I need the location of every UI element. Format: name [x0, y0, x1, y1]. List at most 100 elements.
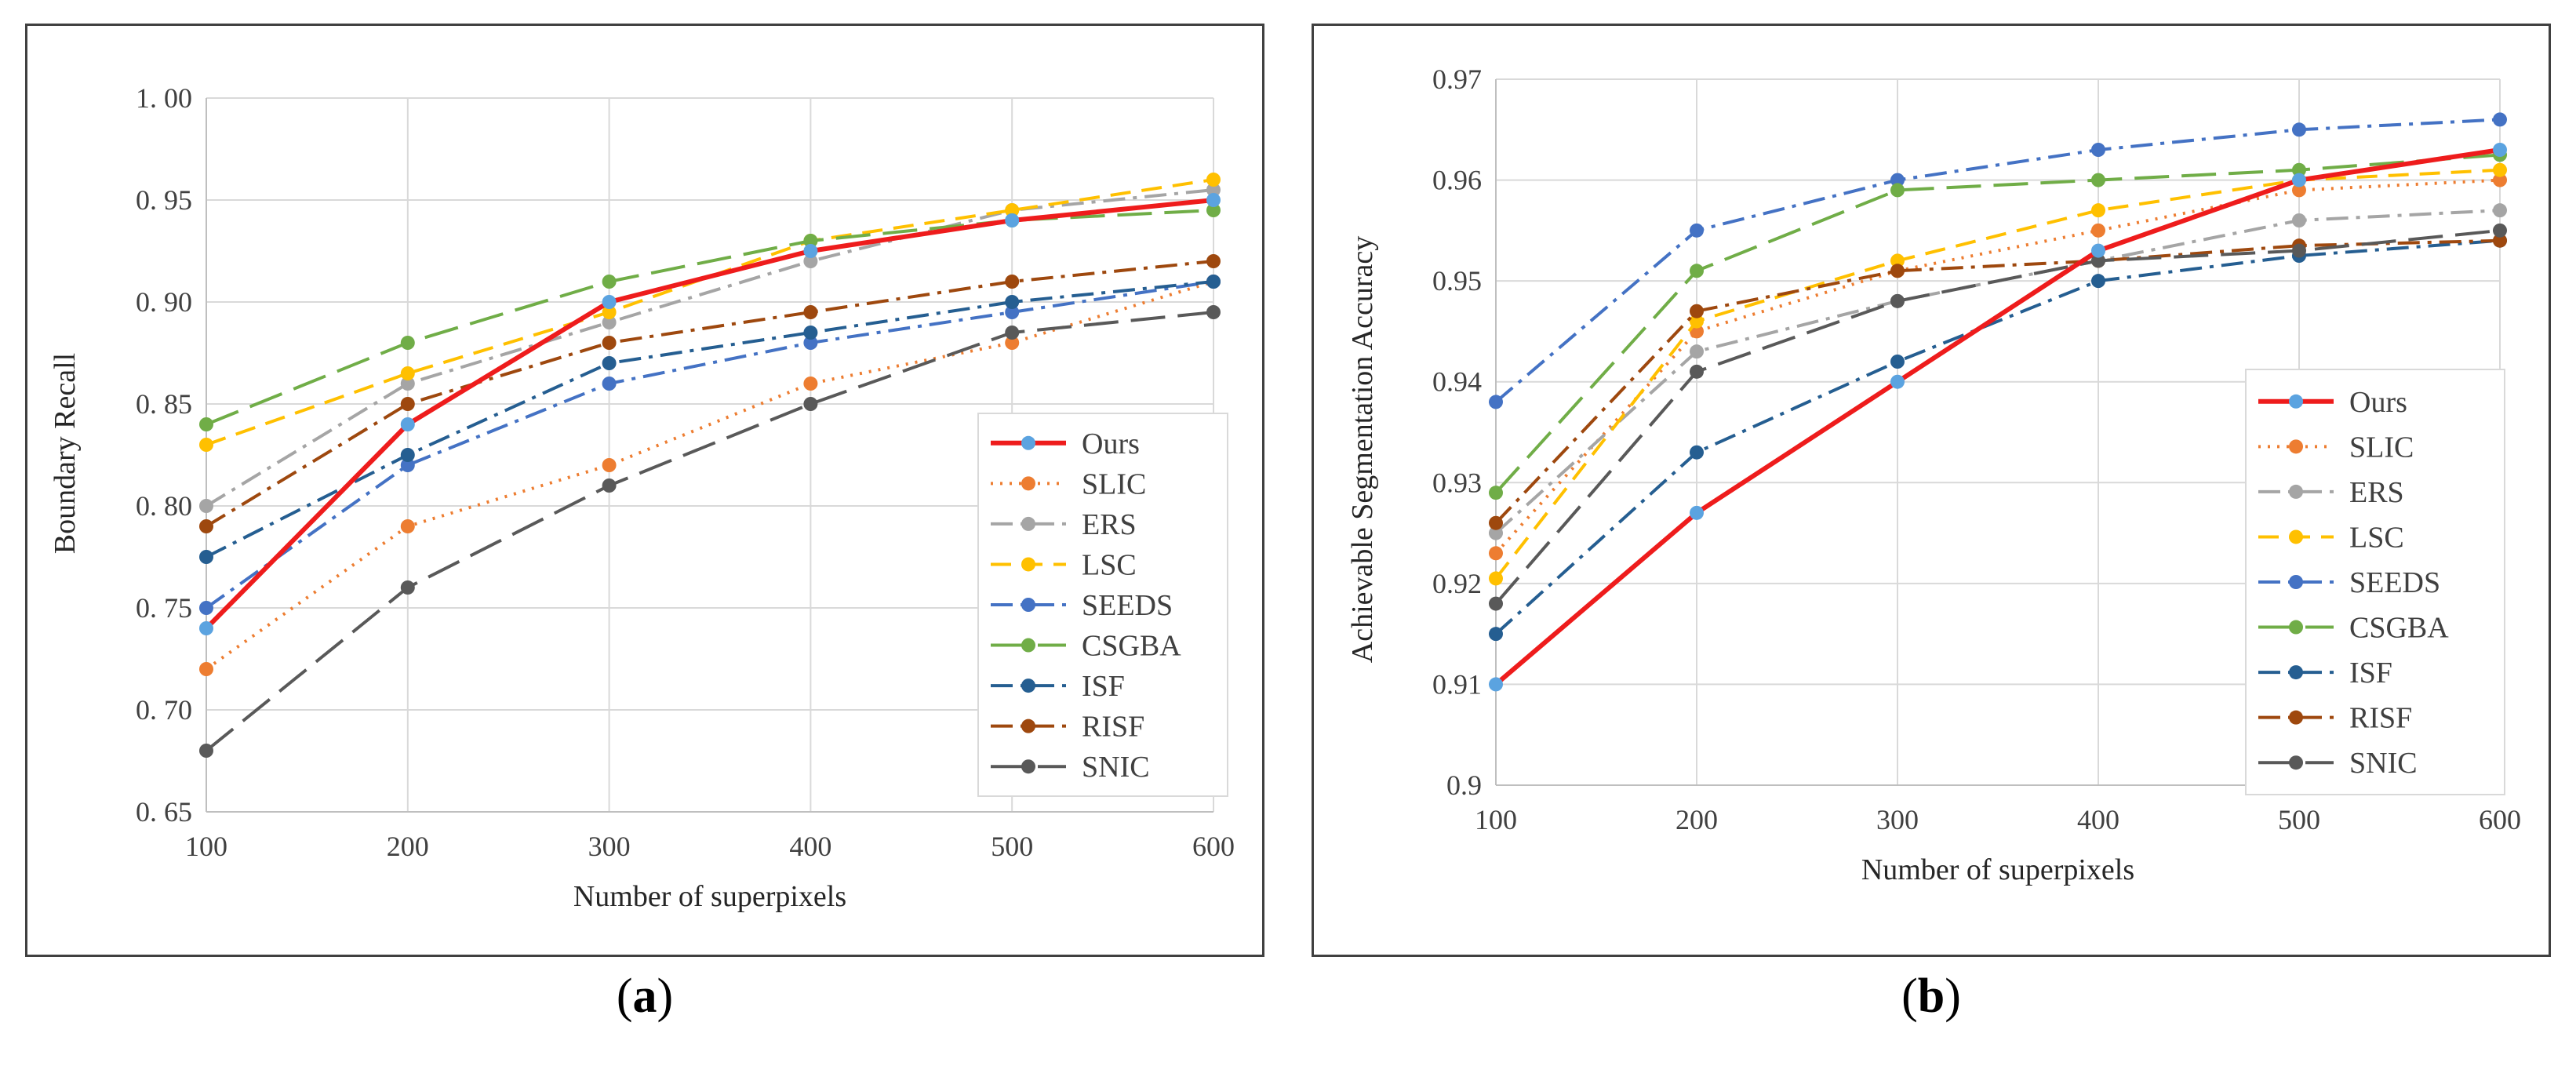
data-point-slic-b-3: [2091, 223, 2105, 238]
legend-marker-lsc-b: [2289, 529, 2303, 544]
x-tick-label-b-2: 300: [1876, 804, 1919, 835]
legend-a: Ours SLIC ERS LSC SEEDS CSGBA ISF RISF SNIC: [977, 413, 1228, 797]
data-point-risf-b-0: [1489, 515, 1503, 530]
x-axis-title-a: Number of superpixels: [573, 880, 846, 913]
data-point-seeds-a-3: [803, 336, 818, 350]
y-tick-label-b-2: 0.92: [1432, 568, 1482, 599]
caption-a: (a): [616, 970, 674, 1023]
data-point-risf-a-5: [1206, 254, 1221, 268]
legend-marker-ours-a: [1021, 435, 1035, 450]
y-tick-label-a-6: 0. 95: [136, 184, 192, 216]
data-point-snic-b-3: [2091, 253, 2105, 268]
y-axis-title-a: Boundary Recall: [49, 353, 82, 554]
data-point-isf-b-0: [1489, 627, 1503, 642]
x-tick-label-a-1: 200: [387, 831, 429, 862]
data-point-seeds-b-2: [1890, 173, 1905, 187]
data-point-lsc-b-1: [1690, 314, 1704, 329]
legend-marker-ers-b: [2289, 484, 2303, 499]
y-tick-label-a-4: 0. 85: [136, 388, 192, 420]
data-point-snic-a-2: [602, 478, 617, 493]
data-point-lsc-a-5: [1206, 173, 1221, 187]
legend-label-slic-a: SLIC: [1082, 468, 1146, 500]
legend-label-lsc-b: LSC: [2349, 521, 2404, 554]
x-tick-label-b-0: 100: [1475, 804, 1517, 835]
data-point-risf-b-5: [2493, 233, 2507, 248]
data-point-seeds-b-5: [2493, 112, 2507, 127]
data-point-ers-b-0: [1489, 526, 1503, 540]
boundary-recall-chart: 0. 65 0. 70 0. 75 0. 80 0. 85 0. 90 0. 95 1. 00…: [49, 82, 1235, 913]
data-point-lsc-a-1: [400, 366, 415, 380]
data-point-lsc-b-3: [2091, 203, 2105, 218]
y-tick-label-a-3: 0. 80: [136, 490, 192, 522]
x-tick-label-b-4: 500: [2278, 804, 2320, 835]
legend-marker-ers-a: [1021, 516, 1035, 531]
series-line-isf-b: [1494, 238, 2501, 635]
series-line-ours-a: [204, 198, 1214, 631]
y-tick-label-b-0: 0.9: [1446, 769, 1482, 801]
legend-marker-ours-b: [2289, 394, 2303, 409]
data-point-ours-a-0: [199, 621, 213, 635]
data-point-risf-a-4: [1005, 275, 1020, 289]
data-point-snic-a-0: [199, 744, 213, 758]
y-tick-label-b-4: 0.94: [1432, 366, 1482, 398]
data-point-csgba-a-1: [400, 336, 415, 350]
data-point-csgba-b-3: [2091, 173, 2105, 187]
data-point-slic-a-2: [602, 458, 617, 472]
data-point-seeds-b-0: [1489, 395, 1503, 409]
y-tick-label-b-7: 0.97: [1432, 64, 1482, 95]
x-tick-label-b-3: 400: [2077, 804, 2119, 835]
series-line-slic-b: [1494, 178, 2501, 555]
data-point-ers-b-4: [2292, 213, 2306, 227]
legend-label-ers-a: ERS: [1082, 508, 1137, 541]
legend-label-seeds-b: SEEDS: [2349, 566, 2440, 599]
legend-box-a: [977, 413, 1228, 797]
data-point-isf-a-3: [803, 326, 818, 340]
data-point-seeds-a-0: [199, 601, 213, 615]
data-point-risf-a-2: [602, 336, 617, 350]
y-tick-label-b-1: 0.91: [1432, 668, 1482, 700]
series-line-ours-b: [1494, 147, 2501, 686]
legend-label-risf-a: RISF: [1082, 711, 1144, 744]
x-tick-label-a-3: 400: [789, 831, 831, 862]
data-point-isf-b-1: [1690, 445, 1704, 460]
x-tick-label-a-0: 100: [185, 831, 227, 862]
data-point-ours-a-1: [400, 417, 415, 431]
series-line-lsc-b: [1494, 168, 2501, 580]
y-tick-label-b-6: 0.96: [1432, 165, 1482, 196]
caption-a-letter: a: [632, 970, 657, 1023]
segmentation-accuracy-chart: 0.9 0.91 0.92 0.93 0.94 0.95 0.96 0.97 100 200 300…: [1346, 64, 2521, 886]
y-tick-label-a-0: 0. 65: [136, 796, 192, 828]
series-line-slic-a: [205, 280, 1214, 671]
data-point-lsc-a-4: [1005, 203, 1020, 217]
data-point-snic-a-5: [1206, 305, 1221, 319]
legend-marker-slic-a: [1021, 476, 1035, 491]
data-point-lsc-b-2: [1890, 253, 1905, 268]
legend-label-ours-a: Ours: [1082, 427, 1140, 460]
legend-marker-slic-b: [2289, 439, 2303, 454]
series-line-ers-b: [1494, 209, 2501, 535]
data-point-ers-a-2: [602, 315, 617, 329]
data-point-snic-a-1: [400, 580, 415, 595]
legend-label-isf-b: ISF: [2349, 657, 2392, 689]
data-point-isf-a-0: [199, 550, 213, 564]
legend-marker-isf-b: [2289, 665, 2303, 680]
y-tick-label-a-5: 0. 90: [136, 286, 192, 318]
series-line-ers-a: [205, 188, 1214, 508]
data-point-ours-a-5: [1206, 193, 1221, 207]
data-point-seeds-a-2: [602, 377, 617, 391]
data-point-ours-b-1: [1690, 505, 1704, 520]
data-point-csgba-a-0: [199, 417, 213, 431]
data-point-csgba-b-4: [2292, 162, 2306, 177]
legend-label-csgba-a: CSGBA: [1082, 630, 1181, 663]
legend-marker-snic-a: [1021, 759, 1035, 774]
legend-marker-csgba-a: [1021, 638, 1035, 653]
series-line-lsc-a: [206, 178, 1214, 446]
legend-label-isf-a: ISF: [1082, 670, 1125, 703]
series-line-snic-b: [1494, 228, 2501, 605]
data-point-csgba-b-2: [1890, 183, 1905, 198]
data-point-isf-a-4: [1005, 295, 1020, 309]
data-point-seeds-b-3: [2091, 143, 2105, 157]
data-point-csgba-b-1: [1690, 264, 1704, 278]
data-point-snic-b-2: [1890, 293, 1905, 308]
data-point-seeds-b-4: [2292, 122, 2306, 137]
